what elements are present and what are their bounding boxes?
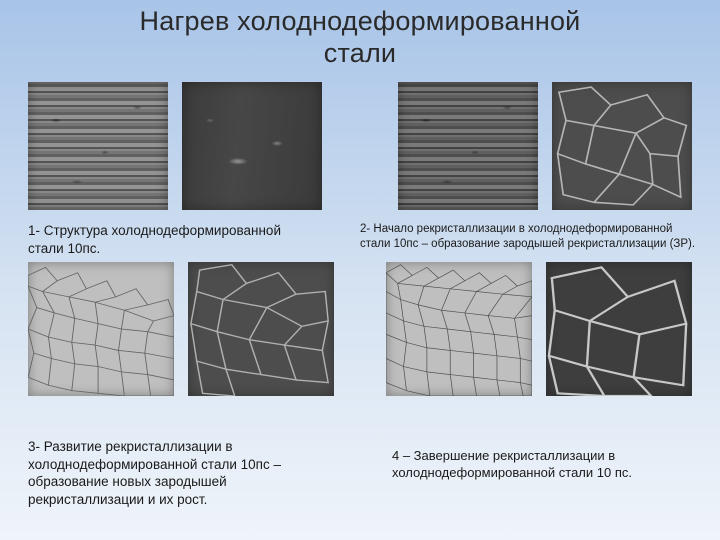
caption-3: 3- Развитие рекристаллизации в холодноде… — [28, 438, 328, 508]
caption-1: 1- Структура холоднодеформированной стал… — [28, 222, 318, 257]
micrograph-4b — [546, 262, 692, 396]
title-line-2: стали — [324, 38, 396, 68]
pair-1 — [28, 82, 322, 214]
micrograph-3b — [188, 262, 334, 396]
row-bottom — [28, 262, 692, 402]
caption-2: 2- Начало рекристаллизации в холоднодефо… — [360, 222, 700, 252]
caption-4: 4 – Завершение рекристаллизации в холодн… — [392, 448, 692, 482]
pair-2 — [398, 82, 692, 214]
row-top — [28, 82, 692, 214]
pair-3 — [28, 262, 334, 402]
title-line-1: Нагрев холоднодеформированной — [140, 6, 581, 36]
micrograph-4a — [386, 262, 532, 396]
pair-4 — [386, 262, 692, 402]
micrograph-2b — [552, 82, 692, 210]
micrograph-3a — [28, 262, 174, 396]
micrograph-1a — [28, 82, 168, 210]
page-title: Нагрев холоднодеформированной стали — [0, 0, 720, 70]
micrograph-2a — [398, 82, 538, 210]
micrograph-1b — [182, 82, 322, 210]
